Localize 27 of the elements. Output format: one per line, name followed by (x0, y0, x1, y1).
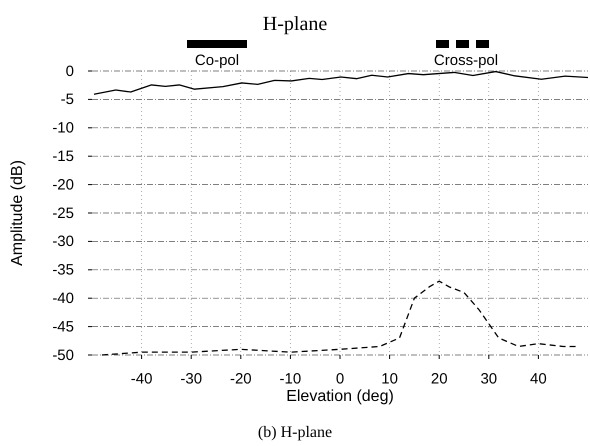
y-tick-label: -35 (52, 262, 74, 279)
y-tick-label: -45 (52, 318, 74, 336)
y-tick-label: -10 (52, 120, 74, 137)
y-axis-title: Amplitude (dB) (9, 160, 26, 266)
x-tick-label: 30 (480, 370, 498, 388)
x-tick-label: 40 (530, 370, 547, 388)
y-tick-label: -20 (52, 176, 74, 194)
x-tick-label: 0 (336, 370, 344, 388)
y-tick-label: -15 (52, 148, 74, 165)
legend-label: Co-pol (194, 52, 240, 69)
y-tick-label: -25 (52, 204, 74, 222)
text: (b) H-plane (258, 424, 332, 441)
x-axis-title: Elevation (deg) (286, 388, 394, 405)
line-series (93, 70, 589, 95)
legend-label: Cross-pol (434, 52, 498, 69)
x-tick-label: -30 (180, 370, 202, 388)
x-tick-label: -40 (130, 370, 152, 388)
x-tick-label: 10 (381, 370, 398, 388)
chart-title: H-plane (262, 13, 328, 35)
y-tick-label: 0 (66, 62, 74, 80)
y-tick-label: -30 (52, 233, 74, 250)
x-tick-label: 20 (430, 370, 448, 388)
x-tick-label: -10 (280, 370, 302, 388)
y-tick-label: -50 (52, 346, 74, 364)
x-tick-label: -20 (230, 370, 252, 388)
y-tick-label: -40 (52, 290, 74, 307)
y-tick-label: -5 (60, 91, 74, 108)
